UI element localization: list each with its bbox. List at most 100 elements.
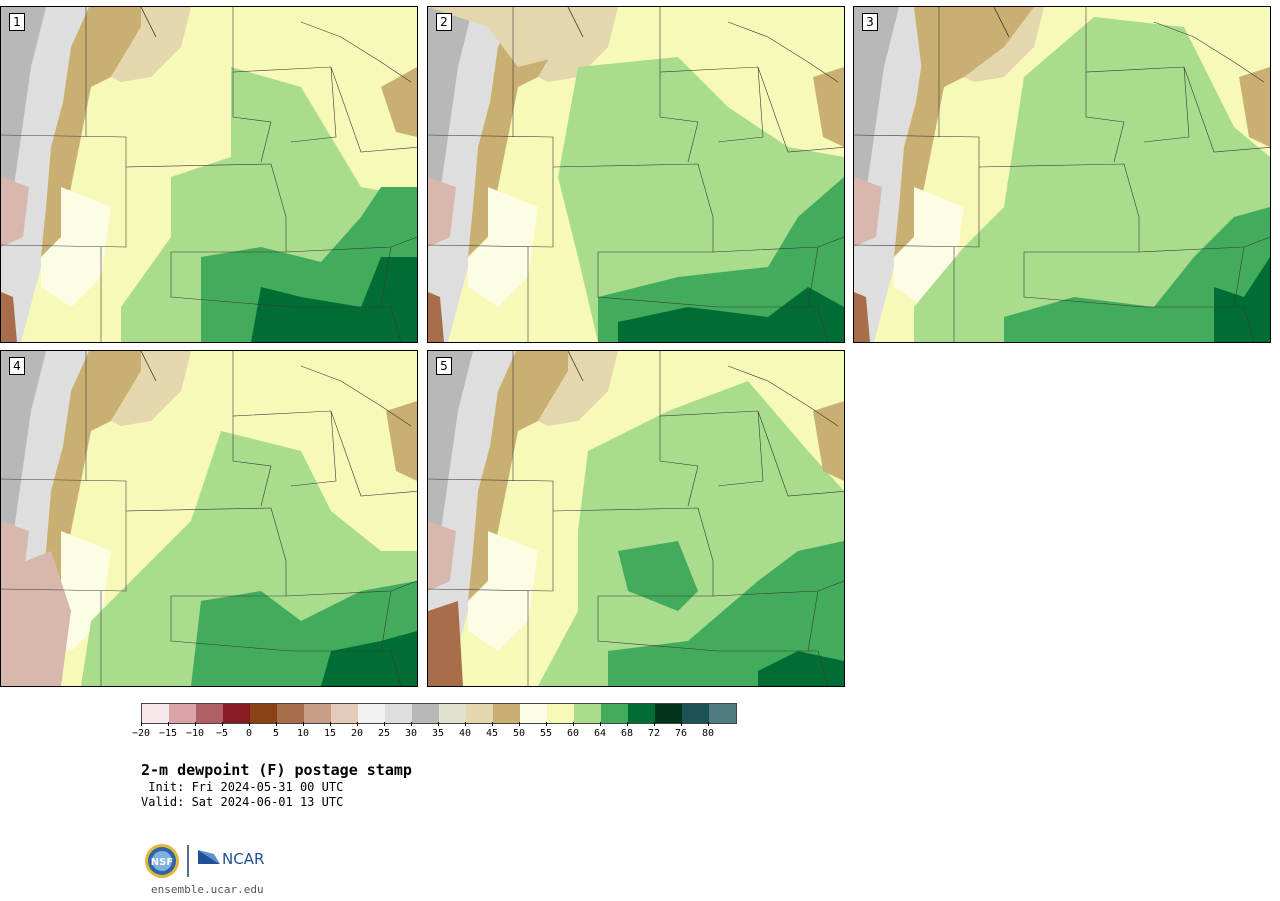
dewpoint-map-4 xyxy=(1,351,417,686)
state-border xyxy=(718,306,829,342)
river-line xyxy=(140,351,157,382)
colorbar-swatch xyxy=(142,704,169,723)
dewpoint-colorbar xyxy=(141,703,737,724)
great-lakes-dry xyxy=(1239,67,1270,147)
colorbar-swatch xyxy=(493,704,520,723)
river-line xyxy=(140,7,157,38)
ncar-logo-icon: NCAR xyxy=(198,850,264,868)
colorbar-tick xyxy=(357,722,358,726)
colorbar-swatch xyxy=(466,704,493,723)
colorbar-tick xyxy=(492,722,493,726)
plains-cream xyxy=(468,187,538,307)
state-border xyxy=(727,21,839,83)
colorbar-tick-label: 60 xyxy=(566,728,580,739)
colorbar-tick xyxy=(654,722,655,726)
state-border xyxy=(1143,66,1190,143)
southwest-brown xyxy=(854,177,882,247)
colorbar-tick xyxy=(465,722,466,726)
colorbar-tick xyxy=(600,722,601,726)
state-border xyxy=(300,365,412,427)
northern-plains-dry xyxy=(111,7,191,82)
nsf-logo-text: NSF xyxy=(151,857,173,868)
colorbar-swatch xyxy=(196,704,223,723)
moist-field-64 xyxy=(618,541,698,611)
colorbar-swatch xyxy=(655,704,682,723)
colorbar-tick xyxy=(168,722,169,726)
colorbar-tick-label: 15 xyxy=(323,728,337,739)
state-border xyxy=(807,246,819,308)
colorbar-tick-label: 64 xyxy=(593,728,607,739)
colorbar-tick-label: 50 xyxy=(512,728,526,739)
colorbar-tick-label: 30 xyxy=(404,728,418,739)
colorbar-tick-label: 55 xyxy=(539,728,553,739)
stamp-panel-3: 3 xyxy=(853,6,1271,343)
state-border xyxy=(232,416,272,507)
colorbar-swatch xyxy=(520,704,547,723)
colorbar-tick-label: −10 xyxy=(185,728,205,739)
colorbar-ticks: −20 −15 −10 −5 0 5 10 15 20 25 30 35 40 45 50 55 60 64 68 7… xyxy=(132,722,761,742)
colorbar-tick-label: 72 xyxy=(647,728,661,739)
panel-number-label: 2 xyxy=(436,13,452,31)
init-time: Init: Fri 2024-05-31 00 UTC xyxy=(141,780,344,794)
state-border xyxy=(659,416,699,507)
colorbar-tick xyxy=(438,722,439,726)
colorbar-tick-label: 20 xyxy=(350,728,364,739)
valid-time: Valid: Sat 2024-06-01 13 UTC xyxy=(141,795,344,809)
colorbar-swatch xyxy=(304,704,331,723)
moist-field-68 xyxy=(321,631,417,686)
colorbar-tick-label: 45 xyxy=(485,728,499,739)
southwest-dry xyxy=(1,551,71,686)
state-border xyxy=(1085,72,1125,163)
river-line xyxy=(567,7,584,38)
website-url: ensemble.ucar.edu xyxy=(151,883,264,896)
great-lakes-dry xyxy=(813,401,844,481)
northern-plains-dry xyxy=(111,351,191,426)
great-lakes-dry xyxy=(386,401,417,481)
colorbar-swatch xyxy=(547,704,574,723)
southwest-dry xyxy=(1,292,17,342)
state-border xyxy=(1233,246,1245,308)
plains-cream xyxy=(41,187,111,307)
colorbar-tick xyxy=(384,722,385,726)
colorbar-tick xyxy=(222,722,223,726)
colorbar-swatch xyxy=(439,704,466,723)
colorbar-tick-label: −5 xyxy=(215,728,229,739)
state-border xyxy=(380,590,392,652)
colorbar-tick xyxy=(519,722,520,726)
state-border xyxy=(380,246,392,308)
colorbar-tick xyxy=(546,722,547,726)
moist-field-64 xyxy=(598,177,844,342)
colorbar-tick-label: 80 xyxy=(701,728,715,739)
stamp-panel-5: 5 xyxy=(427,350,845,687)
dewpoint-map-3 xyxy=(854,7,1270,342)
colorbar-swatch xyxy=(601,704,628,723)
colorbar-swatch xyxy=(574,704,601,723)
nsf-logo-icon: NSF xyxy=(145,844,179,878)
moist-field-68 xyxy=(251,257,417,342)
state-border xyxy=(1144,306,1255,342)
state-border xyxy=(291,650,402,686)
state-border xyxy=(854,134,980,248)
northern-plains-dry xyxy=(538,7,618,82)
colorbar-swatch xyxy=(358,704,385,723)
colorbar-tick xyxy=(303,722,304,726)
panel-number-label: 1 xyxy=(9,13,25,31)
colorbar-swatch xyxy=(331,704,358,723)
state-border xyxy=(717,410,764,487)
river-line xyxy=(993,7,1010,38)
moist-field-68 xyxy=(758,651,844,686)
dewpoint-map-5 xyxy=(428,351,844,686)
colorbar-tick-label: 35 xyxy=(431,728,445,739)
colorbar-tick-label: −15 xyxy=(158,728,178,739)
colorbar-tick-label: 0 xyxy=(245,728,253,739)
southwest-dry xyxy=(428,601,463,686)
southwest-brown xyxy=(428,177,456,247)
state-border xyxy=(717,66,764,143)
state-border xyxy=(232,72,272,163)
moist-field-64-south xyxy=(608,541,844,686)
southwest-brown xyxy=(428,521,456,591)
southwest-dry xyxy=(854,292,870,342)
colorbar-tick xyxy=(708,722,709,726)
stamp-panel-2: 2 xyxy=(427,6,845,343)
colorbar-swatch xyxy=(709,704,736,723)
